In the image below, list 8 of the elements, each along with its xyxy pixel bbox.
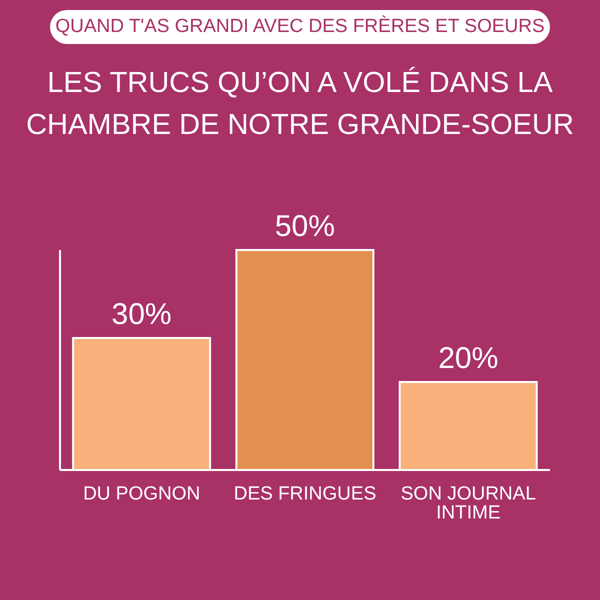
x-tick-label: DES FRINGUES <box>234 483 376 504</box>
data-label: 50% <box>274 210 335 243</box>
data-label: 30% <box>112 298 172 331</box>
x-tick-label: DU POGNON <box>83 483 200 504</box>
chart-subtitle: QUAND T'AS GRANDI AVEC DES FRÈRES ET SOEURS <box>50 10 550 44</box>
x-tick-label: SON JOURNAL INTIME <box>400 483 536 524</box>
chart-title: LES TRUCS QU’ON A VOLÉ DANS LA CHAMBRE DE NOTRE GRANDE-SOEUR <box>25 66 575 143</box>
data-label: 20% <box>438 342 498 375</box>
